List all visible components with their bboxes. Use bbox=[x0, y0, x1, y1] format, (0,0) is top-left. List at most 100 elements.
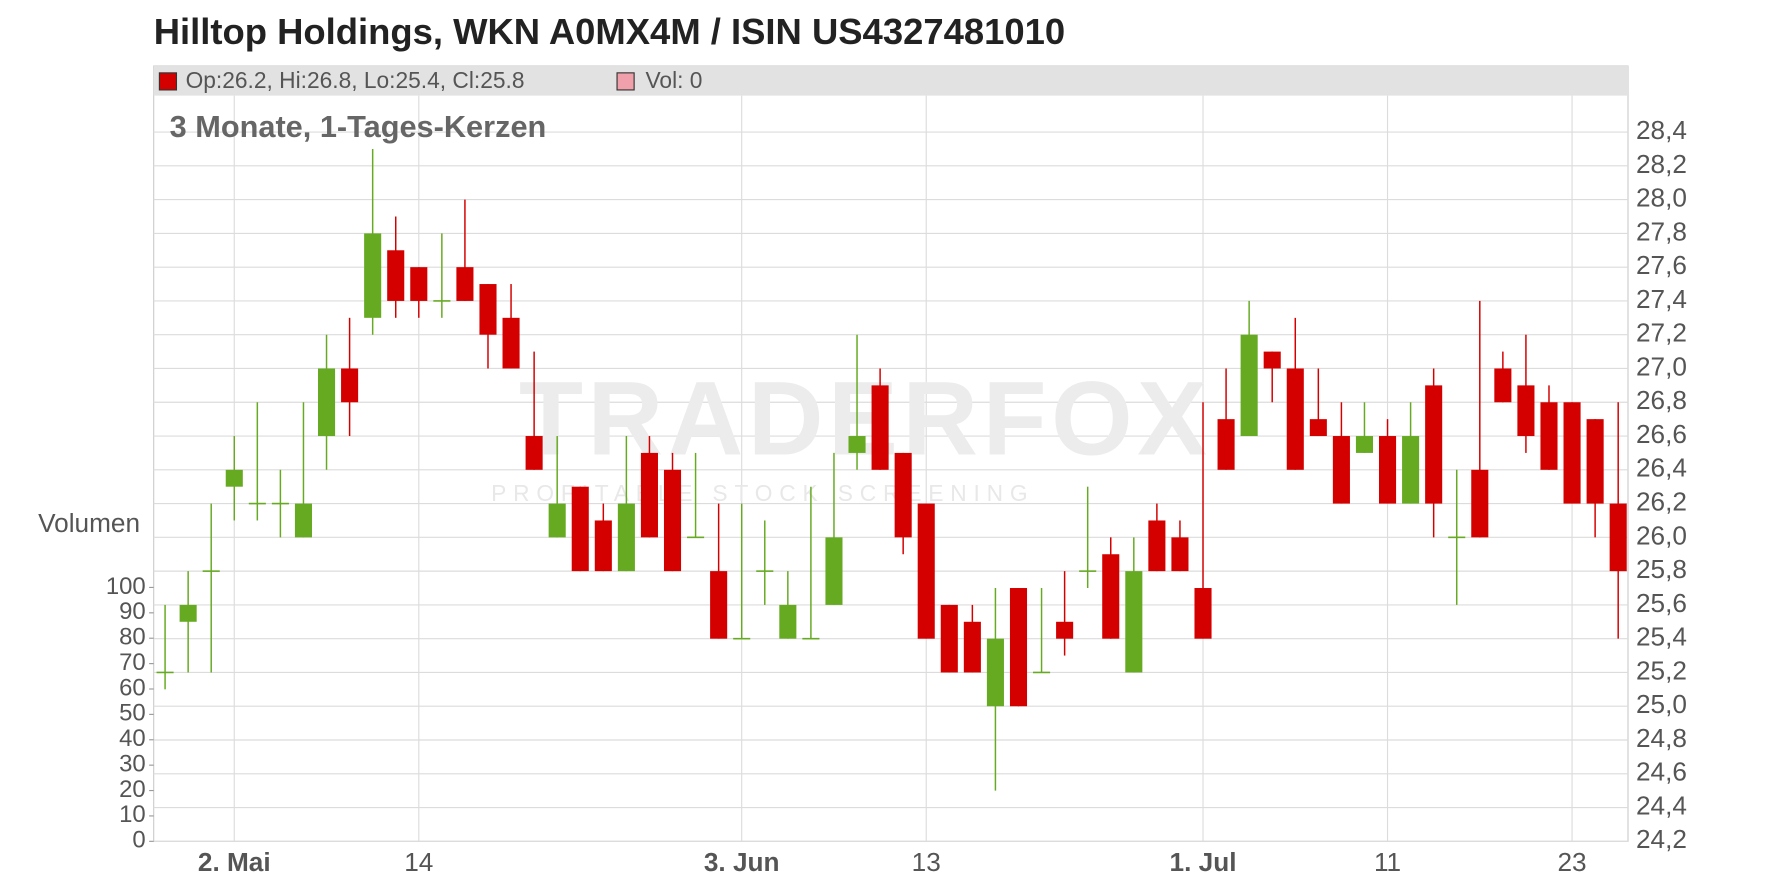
candle-body bbox=[1009, 588, 1028, 707]
candle-body bbox=[294, 503, 313, 538]
candle-body bbox=[1378, 436, 1397, 504]
x-tick-label: 11 bbox=[1374, 847, 1401, 877]
candle-body bbox=[1609, 503, 1627, 572]
legend-bar bbox=[153, 66, 1629, 96]
y-tick-label: 26,4 bbox=[1636, 453, 1687, 483]
candle-body bbox=[1563, 402, 1581, 504]
y-tick-label: 24,6 bbox=[1636, 757, 1687, 787]
candle-body bbox=[963, 621, 981, 673]
candle-body bbox=[825, 537, 843, 605]
candle-body bbox=[571, 486, 589, 572]
y-tick-label: 24,8 bbox=[1636, 723, 1687, 753]
candle-body bbox=[179, 604, 197, 622]
y-tick-label: 27,6 bbox=[1636, 250, 1687, 280]
y-tick-label: 26,2 bbox=[1636, 487, 1687, 517]
y2-tick-label: 80 bbox=[119, 624, 146, 651]
y-tick-label: 27,0 bbox=[1636, 351, 1687, 381]
y-tick-label: 28,2 bbox=[1636, 149, 1687, 179]
y-tick-label: 25,4 bbox=[1636, 622, 1687, 652]
candle-body bbox=[1448, 536, 1466, 539]
candle-body bbox=[1217, 419, 1235, 470]
candle-body bbox=[1355, 436, 1374, 453]
candle-body bbox=[202, 570, 220, 572]
candle-body bbox=[1263, 351, 1281, 369]
legend-swatch bbox=[616, 72, 635, 91]
candle-body bbox=[894, 452, 912, 538]
candle-body bbox=[156, 671, 174, 674]
candle-body bbox=[1309, 419, 1327, 437]
candle-body bbox=[1102, 554, 1120, 639]
candle-body bbox=[271, 502, 289, 505]
x-tick-label: 13 bbox=[912, 847, 941, 877]
y2-tick-label: 30 bbox=[119, 750, 146, 777]
x-tick-label: 2. Mai bbox=[198, 847, 271, 877]
candle-body bbox=[640, 452, 658, 538]
y2-tick-label: 100 bbox=[106, 573, 146, 600]
candle-body bbox=[1194, 588, 1212, 639]
chart-title: Hilltop Holdings, WKN A0MX4M / ISIN US43… bbox=[154, 11, 1065, 52]
candle-body bbox=[502, 317, 520, 369]
candle-body bbox=[871, 385, 889, 470]
candle-body bbox=[617, 503, 635, 572]
candle-body bbox=[687, 536, 705, 539]
candle-body bbox=[410, 267, 428, 301]
y2-tick-label: 50 bbox=[119, 700, 146, 727]
candle-body bbox=[1286, 368, 1304, 470]
y-tick-label: 27,4 bbox=[1636, 284, 1687, 314]
y2-tick-label: 20 bbox=[119, 776, 146, 803]
candle-body bbox=[848, 436, 866, 453]
candle-body bbox=[456, 267, 474, 301]
y-tick-label: 25,6 bbox=[1636, 588, 1687, 618]
y-tick-label: 24,2 bbox=[1636, 824, 1687, 854]
candle-body bbox=[387, 250, 405, 301]
y-tick-label: 28,4 bbox=[1636, 115, 1687, 145]
candle-body bbox=[710, 571, 728, 639]
y-tick-label: 24,4 bbox=[1636, 790, 1687, 820]
y-tick-label: 26,6 bbox=[1636, 419, 1687, 449]
y2-tick-label: 90 bbox=[119, 598, 146, 625]
candle-body bbox=[479, 284, 497, 335]
legend-ohlc: Op:26.2, Hi:26.8, Lo:25.4, Cl:25.8 bbox=[186, 67, 525, 93]
legend-volume: Vol: 0 bbox=[646, 67, 703, 93]
y-tick-label: 25,0 bbox=[1636, 689, 1687, 719]
y2-tick-label: 0 bbox=[132, 827, 145, 854]
candle-body bbox=[756, 570, 774, 572]
chart-subtitle: 3 Monate, 1-Tages-Kerzen bbox=[170, 109, 547, 144]
candle-body bbox=[917, 503, 935, 639]
candle-body bbox=[1517, 385, 1535, 437]
y2-tick-label: 40 bbox=[119, 725, 146, 752]
y-tick-label: 25,8 bbox=[1636, 554, 1687, 584]
x-tick-label: 14 bbox=[404, 847, 433, 877]
y2-tick-label: 70 bbox=[119, 649, 146, 676]
candle-body bbox=[548, 503, 566, 538]
candle-body bbox=[341, 368, 359, 403]
candle-body bbox=[802, 637, 820, 640]
x-tick-label: 23 bbox=[1557, 847, 1586, 877]
candle-body bbox=[1125, 571, 1143, 673]
x-tick-label: 3. Jun bbox=[704, 847, 780, 877]
y-tick-label: 27,8 bbox=[1636, 216, 1687, 246]
candle-body bbox=[1148, 520, 1166, 572]
candle-body bbox=[1471, 469, 1489, 538]
candle-body bbox=[663, 469, 682, 572]
candle-body bbox=[1079, 570, 1097, 572]
candle-body bbox=[1494, 368, 1512, 403]
candle-body bbox=[1240, 334, 1258, 437]
y2-tick-label: 10 bbox=[119, 801, 146, 828]
y-tick-label: 27,2 bbox=[1636, 318, 1687, 348]
candle-body bbox=[733, 637, 751, 640]
candle-body bbox=[1402, 436, 1420, 504]
marks bbox=[156, 148, 1627, 791]
candle-body bbox=[1586, 419, 1604, 504]
candle-body bbox=[248, 502, 266, 505]
candle-body bbox=[525, 436, 543, 470]
candle-body bbox=[317, 368, 336, 437]
candle-body bbox=[594, 520, 612, 572]
candle-body bbox=[364, 233, 382, 318]
candle-body bbox=[1332, 436, 1350, 504]
watermark: TRADERFOX bbox=[519, 361, 1212, 478]
y-tick-label: 28,0 bbox=[1636, 183, 1687, 213]
candle-body bbox=[1540, 402, 1558, 470]
